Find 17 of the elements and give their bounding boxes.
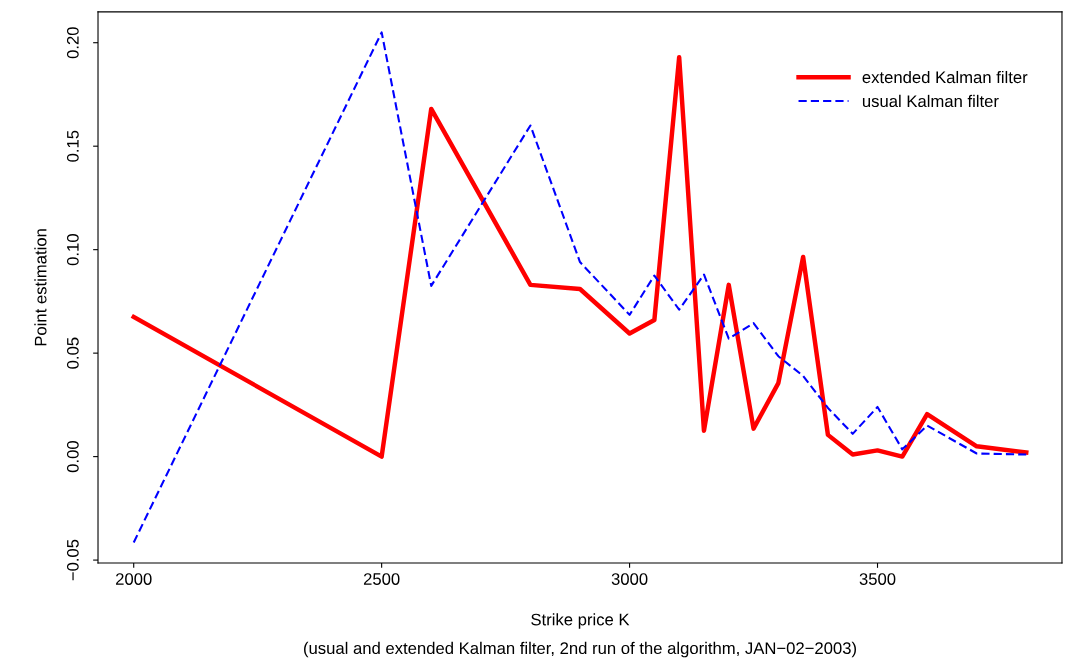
y-tick-label: 0.15 bbox=[66, 130, 79, 162]
y-tick-label: 0.10 bbox=[66, 234, 79, 266]
x-tick-label: 2500 bbox=[363, 573, 400, 585]
x-tick-label: 3500 bbox=[859, 573, 896, 585]
y-tick-label: 0.00 bbox=[66, 441, 79, 473]
y-tick-label: −0.05 bbox=[66, 539, 79, 581]
x-tick-label: 2000 bbox=[116, 573, 152, 585]
y-axis-title: Point estimation bbox=[34, 229, 47, 346]
text: (usual and extended Kalman filter, 2nd run of the algorithm, JAN−02−2003) bbox=[304, 641, 857, 658]
x-tick-label: 3000 bbox=[611, 573, 648, 585]
x-axis-title: Strike price K bbox=[531, 613, 630, 629]
line-series bbox=[132, 31, 1028, 544]
line-series bbox=[131, 54, 1029, 459]
y-tick-label: 0.05 bbox=[66, 337, 79, 369]
legend-label: usual Kalman filter bbox=[862, 94, 999, 108]
y-tick-label: 0.20 bbox=[66, 27, 79, 59]
legend-label: extended Kalman filter bbox=[862, 70, 1028, 84]
